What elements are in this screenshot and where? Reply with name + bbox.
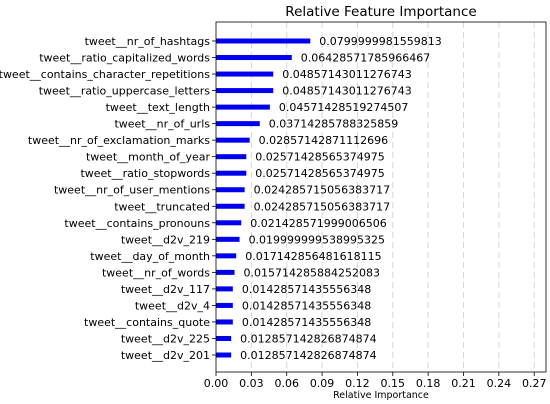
bar [216, 88, 274, 94]
value-label: 0.012857142826874874 [240, 349, 376, 362]
bar [216, 38, 311, 44]
bar [216, 154, 247, 160]
bar [216, 286, 233, 292]
value-label: 0.01428571435556348 [242, 299, 371, 312]
x-tick-label: 0.18 [416, 377, 441, 390]
bar [216, 335, 232, 341]
value-label: 0.04571428519274507 [279, 101, 408, 114]
x-axis-ticks: 0.00 0.03 0.06 0.09 0.12 0.15 0.18 0.21 0.24 0.27 [204, 372, 547, 390]
bar [216, 71, 274, 77]
chart-title: Relative Feature Importance [285, 4, 476, 20]
bars [216, 38, 311, 358]
value-labels: 0.0799999981559813 0.06428571785966467 0.0… [240, 35, 442, 362]
bar [216, 236, 240, 242]
bar [216, 121, 260, 127]
category-label: tweet__d2v_219 [121, 233, 210, 246]
x-tick-label: 0.06 [274, 377, 299, 390]
value-label: 0.02571428565374975 [255, 151, 384, 164]
x-tick-label: 0.24 [487, 377, 512, 390]
category-label: tweet__contains_pronouns [64, 217, 210, 230]
category-label: tweet__text_length [106, 101, 210, 114]
bar [216, 104, 270, 110]
grid-lines [250, 22, 535, 372]
category-label: tweet__nr_of_urls [114, 118, 210, 131]
bar [216, 170, 247, 176]
x-tick-label: 0.00 [204, 377, 229, 390]
category-label: tweet__nr_of_exclamation_marks [28, 134, 210, 147]
plot-frame [215, 21, 547, 373]
value-label: 0.03714285788325859 [269, 118, 398, 131]
value-label: 0.024285715056383717 [254, 184, 390, 197]
bar [216, 203, 245, 209]
category-label: tweet__nr_of_words [102, 266, 210, 279]
category-label: tweet__nr_of_user_mentions [54, 184, 210, 197]
value-label: 0.019999999538995325 [249, 233, 385, 246]
category-label: tweet__contains_quote [84, 316, 210, 329]
x-tick-label: 0.21 [451, 377, 476, 390]
value-label: 0.06428571785966467 [301, 52, 430, 65]
value-label: 0.0799999981559813 [319, 35, 441, 48]
bar [216, 55, 292, 61]
bar [216, 269, 235, 275]
value-label: 0.015714285884252083 [244, 266, 380, 279]
value-label: 0.021428571999006506 [250, 217, 386, 230]
bar [216, 302, 233, 308]
x-axis-title: Relative Importance [333, 390, 429, 401]
category-label: tweet__d2v_4 [135, 299, 210, 312]
category-label: tweet__d2v_201 [121, 349, 210, 362]
y-axis-labels: tweet__nr_of_hashtags tweet__ratio_capita… [0, 35, 216, 362]
x-tick-label: 0.03 [239, 377, 264, 390]
x-tick-label: 0.15 [381, 377, 406, 390]
category-label: tweet__ratio_uppercase_letters [39, 85, 211, 98]
category-label: tweet__d2v_117 [121, 283, 210, 296]
category-label: tweet__day_of_month [90, 250, 210, 263]
value-label: 0.01428571435556348 [242, 283, 371, 296]
bar [216, 137, 250, 143]
x-tick-label: 0.09 [310, 377, 335, 390]
category-label: tweet__month_of_year [86, 151, 210, 164]
bar [216, 187, 245, 193]
value-label: 0.02571428565374975 [255, 167, 384, 180]
value-label: 0.04857143011276743 [282, 85, 411, 98]
bar [216, 253, 237, 259]
value-label: 0.02857142871112696 [259, 134, 388, 147]
category-label: tweet__contains_character_repetitions [0, 68, 210, 81]
x-tick-label: 0.27 [522, 377, 547, 390]
x-tick-label: 0.12 [345, 377, 370, 390]
value-label: 0.012857142826874874 [240, 332, 376, 345]
category-label: tweet__truncated [114, 200, 210, 213]
value-label: 0.017142856481618115 [245, 250, 381, 263]
category-label: tweet__ratio_stopwords [80, 167, 210, 180]
bar [216, 319, 233, 325]
category-label: tweet__d2v_225 [121, 332, 210, 345]
value-label: 0.024285715056383717 [254, 200, 390, 213]
bar [216, 352, 232, 358]
value-label: 0.01428571435556348 [242, 316, 371, 329]
bar [216, 220, 242, 226]
category-label: tweet__ratio_capitalized_words [39, 52, 210, 65]
value-label: 0.04857143011276743 [282, 68, 411, 81]
category-label: tweet__nr_of_hashtags [85, 35, 211, 48]
